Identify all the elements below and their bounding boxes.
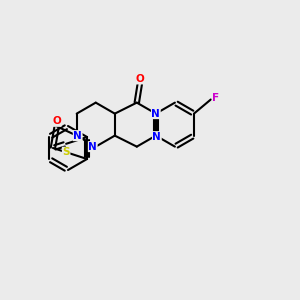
Text: O: O [135,74,144,84]
Text: N: N [88,142,97,152]
Text: N: N [152,109,160,118]
Text: N: N [152,132,161,142]
Text: N: N [73,130,82,141]
Text: F: F [212,94,219,103]
Text: S: S [62,147,70,157]
Text: O: O [52,116,61,126]
